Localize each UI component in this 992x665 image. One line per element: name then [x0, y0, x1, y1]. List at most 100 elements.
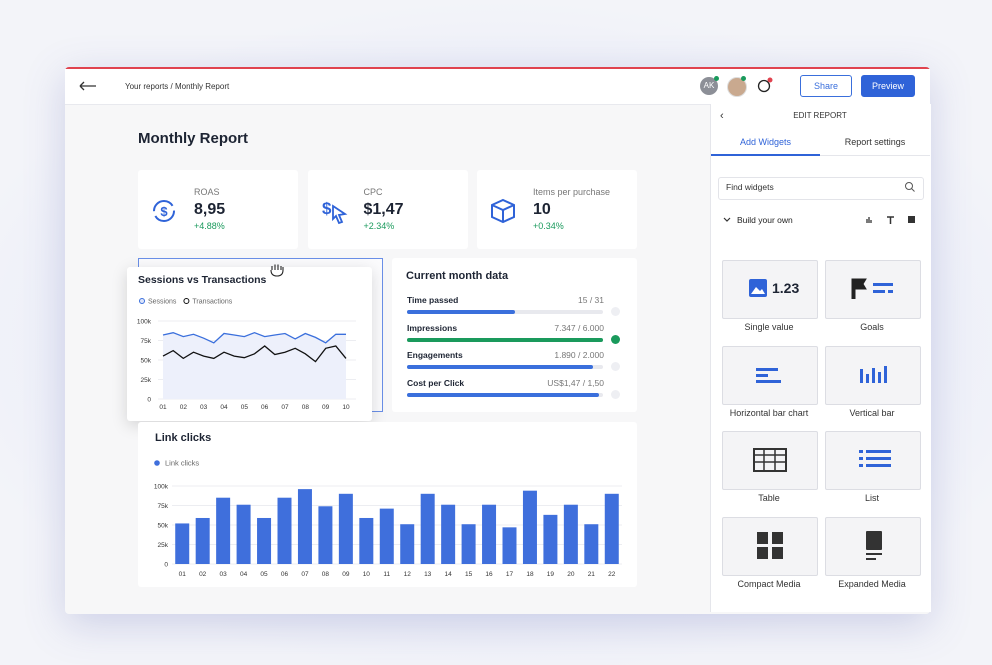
- header-bar: [65, 69, 930, 105]
- widget-icon: [851, 278, 893, 299]
- x-tick-label: 05: [260, 571, 268, 578]
- chat-icon[interactable]: [755, 77, 775, 95]
- sessions-chart: Sessions vs Transactions 0 25k 50k 75k 100k 01…: [137, 274, 356, 411]
- dragged-widget[interactable]: Sessions vs Transactions 0 25k 50k 75k 100k 01…: [127, 267, 372, 421]
- search-icon: [905, 182, 915, 192]
- back-arrow[interactable]: [78, 79, 98, 93]
- bar: [318, 506, 333, 564]
- x-tick-label: 19: [547, 571, 555, 578]
- kpi-label: ROAS: [194, 187, 220, 197]
- widget-label: Single value: [744, 322, 794, 332]
- bar: [379, 508, 394, 564]
- tab-rule: [711, 155, 930, 156]
- kpi-value: 10: [533, 201, 551, 218]
- x-tick-label: 05: [241, 404, 249, 411]
- x-tick-label: 02: [199, 571, 207, 578]
- x-tick-label: 20: [567, 571, 575, 578]
- bar: [400, 524, 415, 564]
- breadcrumb[interactable]: Your reports / Monthly Report: [125, 82, 230, 91]
- link-clicks-card: Link clicks 0 25k 50k 75k 100k Link clicks 01 02…: [138, 422, 637, 587]
- chevron[interactable]: [722, 215, 734, 225]
- legend-marker: [154, 460, 160, 466]
- widget-tile[interactable]: [722, 431, 818, 490]
- row-value: US$1,47 / 1,50: [547, 377, 604, 388]
- collapse-chevron[interactable]: ‹: [720, 110, 724, 122]
- series-line: [162, 345, 347, 363]
- kpi-icon: $: [153, 200, 175, 222]
- widget-tile[interactable]: [825, 516, 921, 576]
- search-placeholder: Find widgets: [726, 182, 774, 192]
- legend-label: Sessions: [148, 299, 177, 306]
- series-line: [162, 332, 346, 344]
- bar: [420, 493, 435, 564]
- x-tick-label: 06: [281, 571, 289, 578]
- widget-tile[interactable]: [825, 431, 921, 490]
- bar: [297, 489, 312, 564]
- bar: [563, 504, 578, 564]
- y-tick-label: 50k: [141, 358, 152, 365]
- report-title: Monthly Report: [138, 130, 248, 147]
- widget-icon: [753, 448, 787, 472]
- x-tick-label: 10: [363, 571, 371, 578]
- kpi-icon: $: [322, 199, 347, 225]
- y-tick-label: 25k: [141, 377, 152, 384]
- widget-label: Goals: [860, 322, 884, 332]
- bar: [543, 514, 558, 564]
- bar: [584, 524, 599, 564]
- y-tick-label: 100k: [137, 319, 152, 326]
- x-tick-label: 03: [200, 404, 208, 411]
- kpi-change: +4.88%: [194, 221, 225, 231]
- search-box[interactable]: [718, 177, 924, 200]
- kpi-value: 8,95: [194, 201, 226, 218]
- kpi-label: Items per purchase: [533, 187, 611, 197]
- status-dot: [611, 389, 620, 399]
- avatar-photo[interactable]: [727, 77, 747, 97]
- status-dot: [611, 307, 620, 316]
- tab[interactable]: Report settings: [844, 137, 906, 147]
- x-tick-label: 07: [301, 571, 309, 578]
- bar: [461, 524, 476, 564]
- kpi-change: +2.34%: [363, 221, 395, 231]
- bar: [482, 504, 497, 564]
- svg-text:$: $: [322, 199, 332, 218]
- x-tick-label: 04: [240, 571, 248, 578]
- row-label: Cost per Click: [407, 377, 465, 388]
- x-tick-label: 22: [608, 571, 616, 578]
- bar: [502, 527, 517, 564]
- widget-sample: 1.23: [772, 280, 800, 296]
- x-tick-label: 01: [159, 404, 167, 411]
- x-tick-label: 01: [179, 571, 187, 578]
- widget-label: Expanded Media: [838, 578, 906, 589]
- tab-underline: [711, 154, 820, 156]
- status-dot: [714, 76, 719, 81]
- widget-tile[interactable]: [825, 260, 921, 319]
- legend-marker: [183, 298, 190, 304]
- current-month-card: Current month data Time passed 15 / 31 Imp…: [392, 258, 637, 412]
- widget-tile[interactable]: [825, 345, 921, 405]
- share-button[interactable]: Share: [800, 75, 852, 97]
- kpi-change: +0.34%: [533, 221, 564, 231]
- preview-button[interactable]: Preview: [861, 75, 915, 97]
- x-tick-label: 09: [342, 571, 350, 578]
- chart-title: Sessions vs Transactions: [138, 274, 267, 286]
- widget-tile[interactable]: [722, 345, 818, 405]
- x-tick-label: 09: [322, 404, 330, 411]
- x-tick-label: 06: [261, 404, 269, 411]
- x-tick-label: 13: [424, 571, 432, 578]
- bar: [359, 517, 374, 564]
- y-tick-label: 50k: [158, 523, 169, 530]
- tab-active[interactable]: Add Widgets: [739, 137, 792, 147]
- chart-title: Link clicks: [155, 432, 211, 444]
- progress-fill: [407, 365, 594, 369]
- link-clicks-chart: Link clicks 0 25k 50k 75k 100k Link clicks 01 02…: [154, 432, 622, 578]
- widget-label: List: [864, 493, 879, 503]
- avatar[interactable]: AK: [700, 77, 718, 95]
- kpi-card: Items per purchase 10 +0.34%: [477, 170, 637, 249]
- y-tick-label: 25k: [158, 542, 169, 549]
- y-tick-label: 0: [164, 562, 168, 569]
- widget-tile[interactable]: 1.23: [722, 260, 818, 319]
- widget-tile[interactable]: [722, 516, 818, 576]
- x-tick-label: 11: [383, 571, 390, 578]
- bar: [604, 493, 619, 564]
